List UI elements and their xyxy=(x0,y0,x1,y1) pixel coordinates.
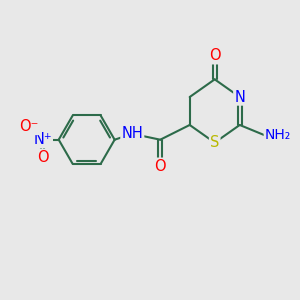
Text: N: N xyxy=(234,89,245,104)
Text: O⁻: O⁻ xyxy=(20,119,39,134)
Text: NH: NH xyxy=(122,126,143,141)
Text: N⁺: N⁺ xyxy=(33,132,52,147)
Text: O: O xyxy=(209,48,220,63)
Text: O: O xyxy=(154,159,166,174)
Text: S: S xyxy=(210,135,219,150)
Text: O: O xyxy=(37,150,48,165)
Text: NH₂: NH₂ xyxy=(265,128,291,142)
